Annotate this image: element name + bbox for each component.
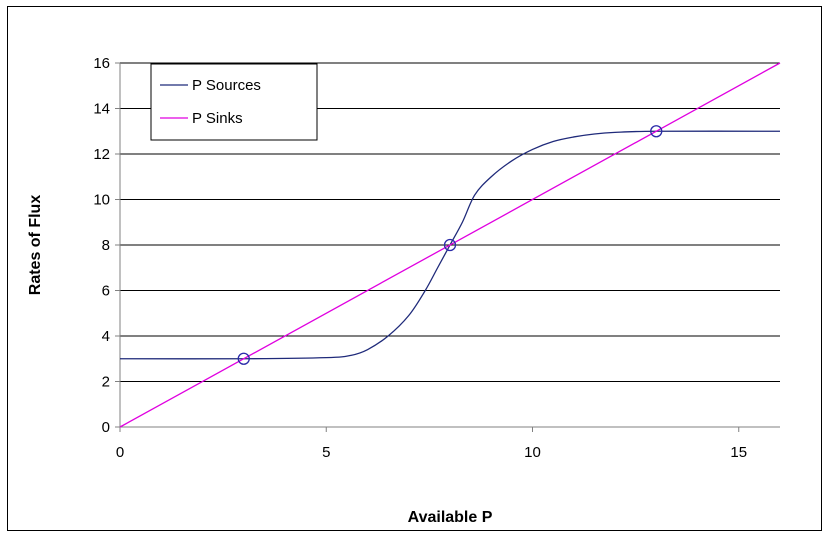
series-lines (119, 62, 781, 428)
x-tick-label-0: 0 (116, 444, 124, 461)
y-tick-label-12: 12 (93, 146, 110, 163)
x-tick-label-10: 10 (524, 444, 541, 461)
y-tick-label-2: 2 (102, 374, 110, 391)
equilibrium-point-2 (443, 238, 457, 252)
y-tick-label-16: 16 (93, 55, 110, 72)
chart-frame (7, 6, 822, 531)
legend-label-p-sources: P Sources (192, 77, 261, 94)
y-tick-label-4: 4 (102, 328, 110, 345)
series-line-p-sinks (119, 62, 781, 428)
equilibrium-markers (237, 125, 663, 365)
equilibrium-point-1 (237, 352, 250, 365)
y-tick-labels: 0 2 4 6 8 10 12 14 16 (93, 55, 120, 436)
legend: P Sources P Sinks (150, 63, 318, 141)
x-tick-label-5: 5 (322, 444, 330, 461)
x-tick-labels: 0 5 10 15 (116, 427, 747, 461)
equilibrium-point-3 (650, 125, 663, 138)
y-tick-label-10: 10 (93, 192, 110, 209)
legend-label-p-sinks: P Sinks (192, 110, 243, 127)
grid-lines (120, 62, 780, 382)
y-tick-label-8: 8 (102, 237, 110, 254)
y-tick-label-0: 0 (102, 419, 110, 436)
legend-box (150, 63, 318, 141)
x-tick-label-15: 15 (730, 444, 747, 461)
y-axis-title: Rates of Flux (27, 195, 44, 296)
x-axis-title: Available P (408, 509, 493, 526)
series-line-p-sources (119, 130, 781, 360)
y-tick-label-6: 6 (102, 283, 110, 300)
y-tick-label-14: 14 (93, 101, 110, 118)
